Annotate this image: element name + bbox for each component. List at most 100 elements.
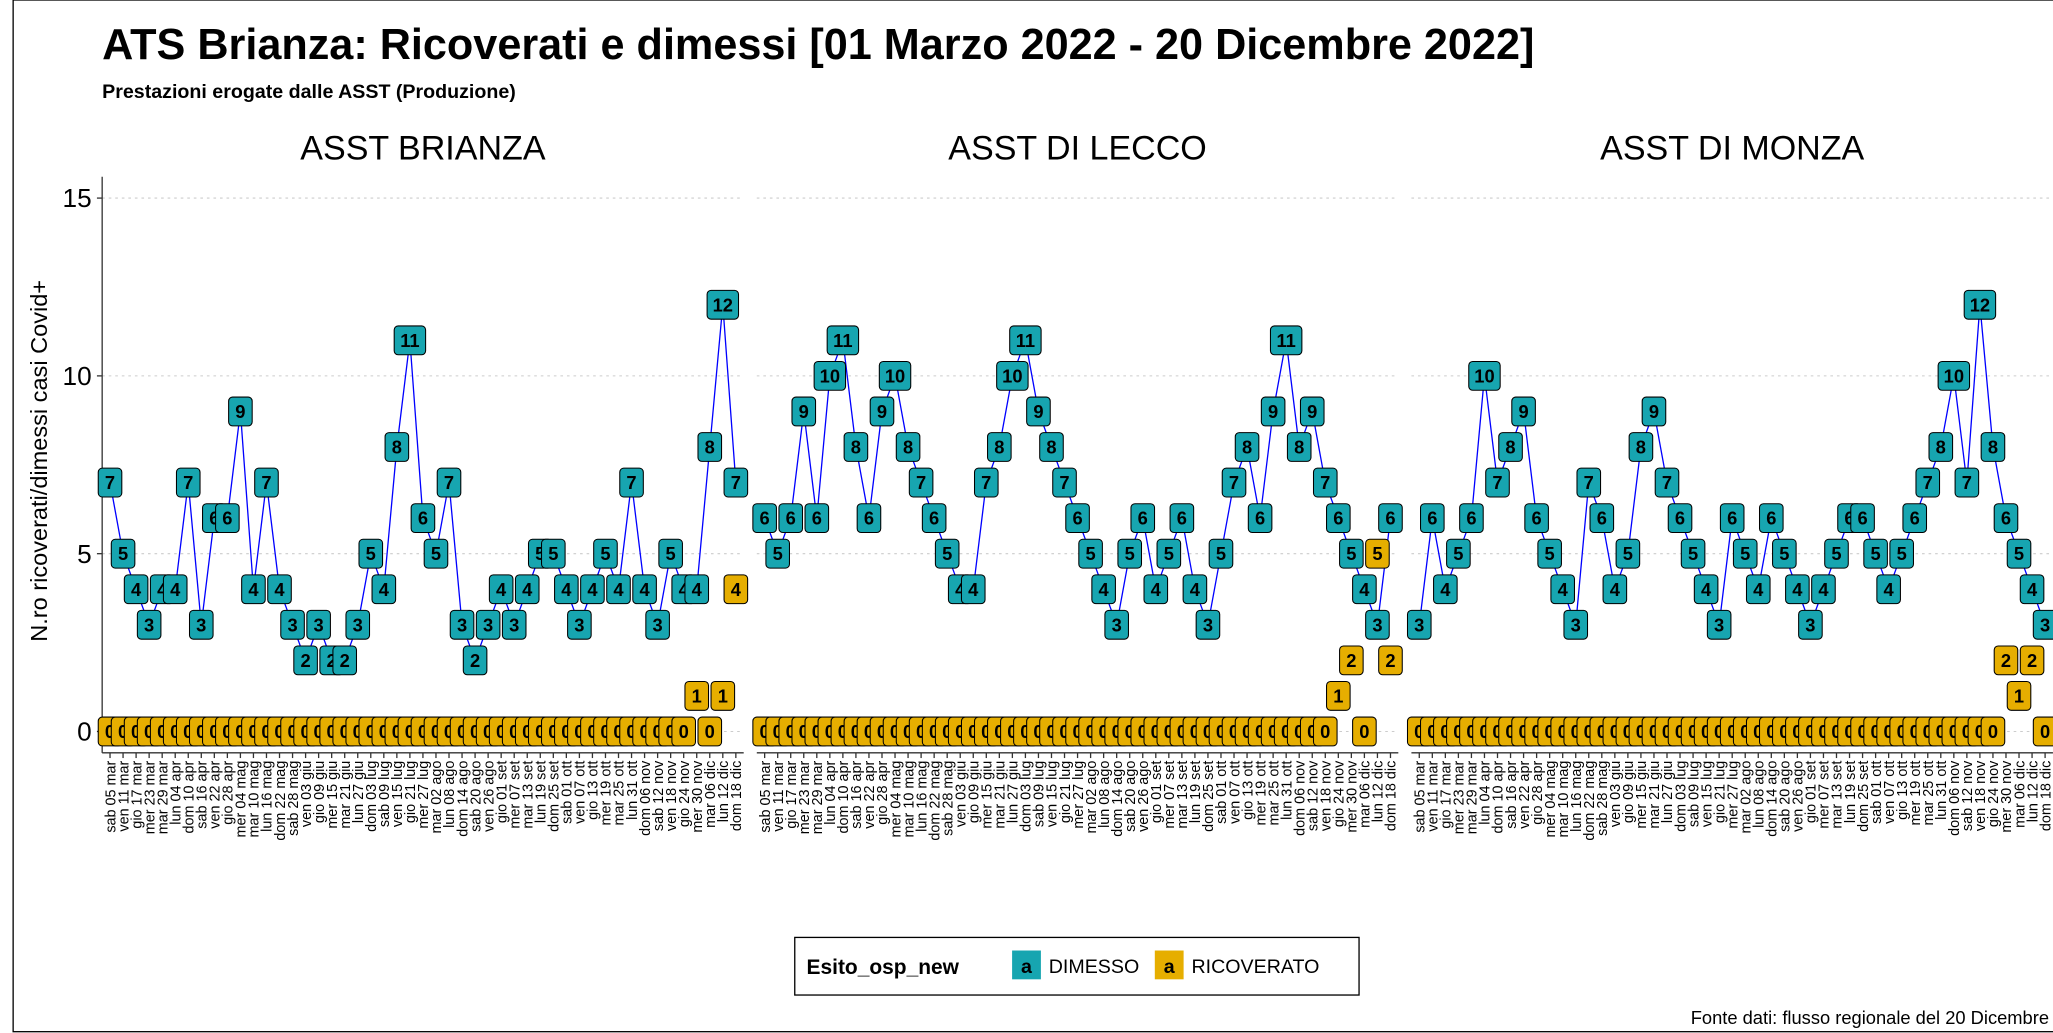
x-tick-label: mer 27 lug xyxy=(416,761,432,829)
data-point xyxy=(1550,574,1576,605)
data-point xyxy=(1312,716,1338,747)
data-point xyxy=(358,538,384,569)
data-label: 0 xyxy=(671,716,697,747)
x-tick-label: lun 08 ago xyxy=(1751,761,1767,828)
data-label-text: 0 xyxy=(1975,721,1985,742)
data-label-text: 3 xyxy=(457,614,467,635)
data-label-text: 4 xyxy=(1792,579,1803,600)
data-label: 6 xyxy=(1130,503,1156,534)
data-point xyxy=(791,396,817,427)
x-tick-label: ven 18 nov xyxy=(1973,760,1989,831)
data-point xyxy=(371,574,397,605)
data-label-text: 7 xyxy=(1492,472,1502,493)
x-tick-label: ven 26 ago xyxy=(1136,761,1152,832)
x-tick-label: ven 11 mar xyxy=(771,760,787,831)
data-point xyxy=(1339,538,1364,569)
data-label-text: 6 xyxy=(1766,508,1776,529)
data-label-text: 0 xyxy=(773,721,783,742)
data-label-text: 0 xyxy=(1072,721,1082,742)
data-label-text: 5 xyxy=(773,543,783,564)
x-tick-label: gio 28 apr xyxy=(1530,760,1546,824)
data-label-text: 0 xyxy=(1649,721,1659,742)
data-point xyxy=(1260,396,1286,427)
x-tick-label: mer 23 mar xyxy=(1452,760,1468,834)
data-label: 6 xyxy=(1420,503,1445,534)
data-label: 7 xyxy=(908,467,934,498)
data-label-text: 4 xyxy=(1753,579,1764,600)
x-tick-label: gio 01 set xyxy=(1149,761,1165,823)
x-tick-label: sab 12 nov xyxy=(1305,760,1321,831)
x-tick-label: gio 13 ott xyxy=(586,761,602,820)
data-point xyxy=(1078,538,1103,569)
data-label-text: 0 xyxy=(1033,721,1043,742)
data-label: 0 xyxy=(1352,716,1377,747)
data-label: 4 xyxy=(123,574,149,605)
data-point xyxy=(765,538,790,569)
data-label-text: 0 xyxy=(1897,721,1907,742)
x-tick-label: lun 31 ott xyxy=(625,761,641,820)
data-label: 3 xyxy=(449,609,475,640)
x-tick-label: mar 25 ott xyxy=(612,761,628,826)
data-label-text: 0 xyxy=(1688,721,1698,742)
data-label-text: 6 xyxy=(1427,508,1437,529)
data-label: 10 xyxy=(1468,360,1501,391)
x-tick-label: ven 11 mar xyxy=(1426,760,1442,831)
chart-subtitle: Prestazioni erogate dalle ASST (Produzio… xyxy=(102,81,516,103)
data-label-text: 4 xyxy=(587,579,598,600)
data-label-text: 9 xyxy=(235,401,245,422)
y-tick-label: 15 xyxy=(63,183,92,213)
data-label: 2 xyxy=(462,645,488,676)
data-label-text: 0 xyxy=(1086,721,1096,742)
x-tick-label: mar 13 set xyxy=(1175,761,1191,829)
data-label-text: 5 xyxy=(2014,543,2024,564)
data-label: 11 xyxy=(826,325,860,356)
x-tick-label: mer 07 set xyxy=(1817,761,1833,829)
data-label-text: 10 xyxy=(885,365,905,386)
data-label-text: 11 xyxy=(1016,330,1035,351)
data-label-text: 0 xyxy=(1962,721,1972,742)
data-label: 4 xyxy=(554,574,579,605)
data-label-text: 2 xyxy=(2001,650,2011,671)
data-label-text: 6 xyxy=(2001,508,2011,529)
data-label-text: 0 xyxy=(483,721,493,742)
data-label-text: 0 xyxy=(587,721,597,742)
data-label: 5 xyxy=(1732,538,1758,569)
x-tick-label: mer 27 lug xyxy=(1071,761,1087,829)
x-tick-label: ven 18 nov xyxy=(1319,760,1335,831)
data-label-text: 4 xyxy=(131,579,142,600)
data-label-text: 4 xyxy=(1151,579,1162,600)
x-tick-label: ven 15 lug xyxy=(1045,761,1061,827)
x-tick-label: mer 30 nov xyxy=(1999,760,2015,833)
data-label-text: 3 xyxy=(574,614,584,635)
x-tick-label: ven 07 ott xyxy=(573,761,589,824)
x-tick-label: mer 07 set xyxy=(507,761,523,829)
data-label: 9 xyxy=(869,396,895,427)
data-point xyxy=(1667,503,1693,534)
data-label-text: 5 xyxy=(1871,543,1881,564)
data-point xyxy=(593,538,618,569)
data-label-text: 0 xyxy=(1727,721,1737,742)
data-point xyxy=(1498,432,1523,462)
data-label: 5 xyxy=(2006,538,2032,569)
data-label-text: 0 xyxy=(183,721,193,742)
y-tick-label: 5 xyxy=(77,539,92,569)
data-label: 8 xyxy=(1039,432,1064,462)
data-label-text: 3 xyxy=(483,614,493,635)
data-label: 5 xyxy=(1863,538,1888,569)
data-label: 5 xyxy=(1117,538,1143,569)
data-point xyxy=(488,574,514,605)
x-tick-label: sab 16 apr xyxy=(849,760,865,828)
data-point xyxy=(606,574,631,605)
data-label: 5 xyxy=(1680,538,1706,569)
data-label-text: 0 xyxy=(1505,721,1515,742)
data-point xyxy=(1208,538,1234,569)
data-point xyxy=(2032,716,2053,747)
data-label-text: 3 xyxy=(353,614,363,635)
legend-key-glyph: a xyxy=(1164,956,1176,978)
x-tick-label: ven 26 ago xyxy=(1791,761,1807,832)
data-label-text: 0 xyxy=(222,721,232,742)
data-point xyxy=(554,574,579,605)
data-point xyxy=(2019,574,2045,605)
data-label-text: 0 xyxy=(1479,721,1489,742)
